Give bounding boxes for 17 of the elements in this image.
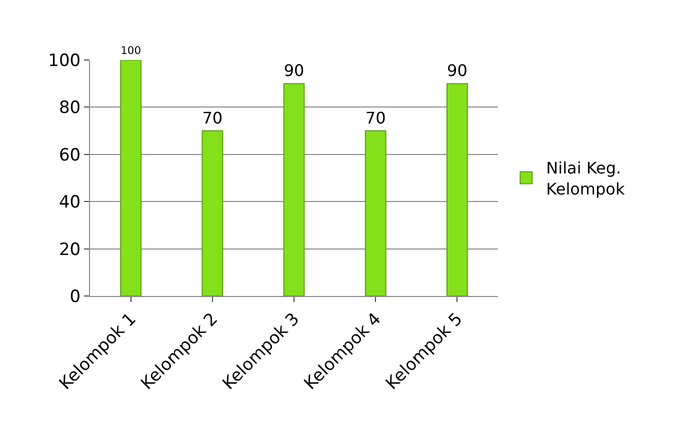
bar xyxy=(120,60,142,296)
y-tick-label: 40 xyxy=(58,192,81,213)
bar xyxy=(283,83,305,296)
legend-label: Nilai Keg. Kelompok xyxy=(546,158,626,198)
y-tick-label: 60 xyxy=(58,145,81,166)
y-tick-label: 0 xyxy=(70,286,81,307)
data-label: 70 xyxy=(365,108,386,128)
data-label: 70 xyxy=(202,108,223,128)
data-label: 100 xyxy=(120,44,142,58)
y-tick-label: 20 xyxy=(58,240,81,260)
bar xyxy=(202,130,224,296)
bar xyxy=(446,83,468,296)
bar xyxy=(364,130,386,296)
data-label: 90 xyxy=(284,61,304,80)
data-label: 90 xyxy=(447,61,468,80)
y-tick-label: 100 xyxy=(48,50,81,71)
y-tick-label: 80 xyxy=(58,98,81,118)
